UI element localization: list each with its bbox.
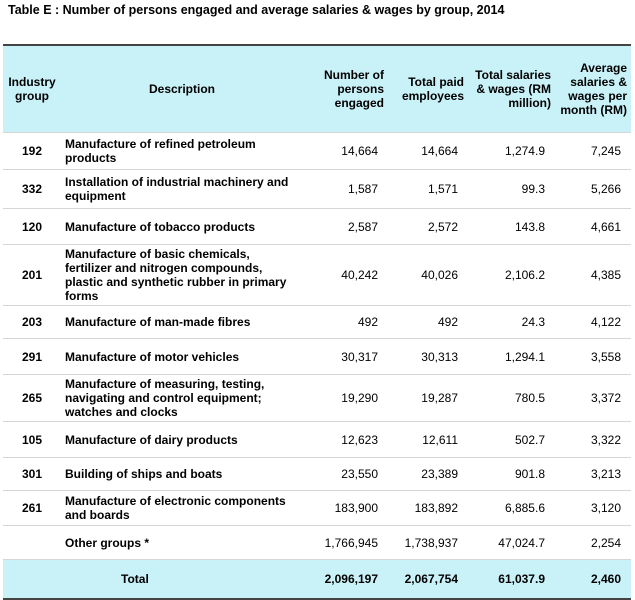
number-cell: 23,550 [303,457,388,491]
description: Manufacture of electronic components and… [61,490,303,526]
header-row: Industry group Description Number of perso… [3,44,631,133]
column-header: Industry group [3,44,61,133]
number-cell: 4,122 [555,305,631,339]
column-header: Total salaries & wages (RM million) [468,44,555,133]
group-code: 265 [3,374,61,422]
number-cell: 2,460 [555,559,631,600]
number-cell: 2,106.2 [468,244,555,306]
description: Manufacture of tobacco products [61,208,303,245]
number-cell: 99.3 [468,169,555,209]
description: Manufacture of measuring, testing, navig… [61,374,303,422]
column-header: Description [61,44,303,133]
number-cell: 14,664 [303,132,388,170]
group-code: 332 [3,169,61,209]
number-cell: 492 [303,305,388,339]
number-cell: 1,738,937 [388,525,468,560]
number-cell: 2,096,197 [303,559,388,600]
column-header: Number of persons engaged [303,44,388,133]
number-cell: 492 [388,305,468,339]
table-title: Table E : Number of persons engaged and … [8,3,505,17]
group-code: 120 [3,208,61,245]
table-row: 201 Manufacture of basic chemicals, ferti… [3,244,631,306]
description: Manufacture of motor vehicles [61,338,303,375]
description: Manufacture of basic chemicals, fertiliz… [61,244,303,306]
number-cell: 1,571 [388,169,468,209]
number-cell: 12,611 [388,421,468,458]
number-cell: 24.3 [468,305,555,339]
column-header: Total paid employees [388,44,468,133]
number-cell: 901.8 [468,457,555,491]
description: Manufacture of refined petroleum product… [61,132,303,170]
table-row: 261 Manufacture of electronic components … [3,490,631,526]
empty-cell [3,525,61,560]
number-cell: 40,242 [303,244,388,306]
number-cell: 183,892 [388,490,468,526]
table-row: 265 Manufacture of measuring, testing, na… [3,374,631,422]
number-cell: 1,294.1 [468,338,555,375]
table-row: 301 Building of ships and boats 23,550 23,3… [3,457,631,491]
table-row: 192 Manufacture of refined petroleum prod… [3,132,631,170]
data-table: Industry group Description Number of perso… [3,44,631,600]
number-cell: 4,385 [555,244,631,306]
number-cell: 3,558 [555,338,631,375]
number-cell: 1,766,945 [303,525,388,560]
table-row: 120 Manufacture of tobacco products 2,587 2… [3,208,631,245]
number-cell: 5,266 [555,169,631,209]
number-cell: 12,623 [303,421,388,458]
number-cell: 4,661 [555,208,631,245]
group-code: 301 [3,457,61,491]
number-cell: 1,587 [303,169,388,209]
group-code: 105 [3,421,61,458]
description: Manufacture of dairy products [61,421,303,458]
total-row: Total 2,096,197 2,067,754 61,037.9 2,460 [3,559,631,600]
column-header: Average salaries & wages per month (RM) [555,44,631,133]
row-label: Other groups * [61,525,303,560]
number-cell: 780.5 [468,374,555,422]
empty-cell [3,559,61,600]
number-cell: 19,287 [388,374,468,422]
table-row: 203 Manufacture of man-made fibres 492 492 2… [3,305,631,339]
number-cell: 30,317 [303,338,388,375]
number-cell: 2,254 [555,525,631,560]
number-cell: 2,067,754 [388,559,468,600]
number-cell: 3,372 [555,374,631,422]
number-cell: 2,572 [388,208,468,245]
number-cell: 14,664 [388,132,468,170]
table-row: 332 Installation of industrial machinery … [3,169,631,209]
description: Manufacture of man-made fibres [61,305,303,339]
number-cell: 30,313 [388,338,468,375]
number-cell: 7,245 [555,132,631,170]
number-cell: 3,322 [555,421,631,458]
number-cell: 3,120 [555,490,631,526]
number-cell: 1,274.9 [468,132,555,170]
number-cell: 23,389 [388,457,468,491]
number-cell: 502.7 [468,421,555,458]
group-code: 192 [3,132,61,170]
number-cell: 40,026 [388,244,468,306]
number-cell: 47,024.7 [468,525,555,560]
other-row: Other groups * 1,766,945 1,738,937 47,024.7… [3,525,631,560]
group-code: 203 [3,305,61,339]
number-cell: 19,290 [303,374,388,422]
number-cell: 6,885.6 [468,490,555,526]
description: Building of ships and boats [61,457,303,491]
number-cell: 2,587 [303,208,388,245]
description: Installation of industrial machinery and… [61,169,303,209]
number-cell: 183,900 [303,490,388,526]
number-cell: 61,037.9 [468,559,555,600]
group-code: 201 [3,244,61,306]
number-cell: 143.8 [468,208,555,245]
group-code: 261 [3,490,61,526]
group-code: 291 [3,338,61,375]
number-cell: 3,213 [555,457,631,491]
table-row: 291 Manufacture of motor vehicles 30,317 30… [3,338,631,375]
table-row: 105 Manufacture of dairy products 12,623 12… [3,421,631,458]
row-label: Total [61,559,303,600]
